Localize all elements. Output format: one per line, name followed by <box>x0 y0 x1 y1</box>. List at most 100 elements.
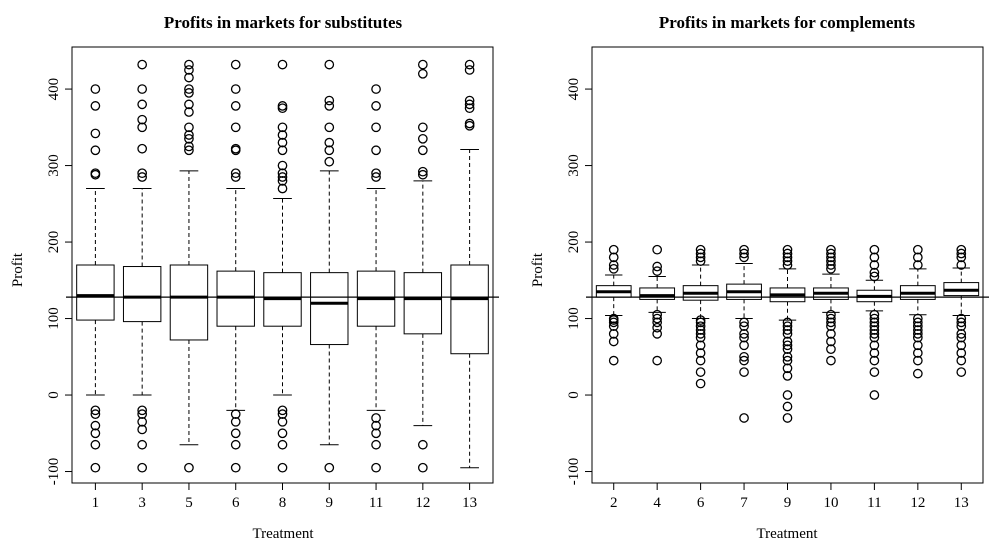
outlier-point <box>956 248 967 259</box>
outlier-point <box>417 145 428 156</box>
y-tick-label: 100 <box>566 307 582 330</box>
x-tick-label: 9 <box>784 495 792 511</box>
outlier-point <box>739 332 749 343</box>
outlier-point <box>137 122 148 133</box>
outlier-point <box>782 390 793 400</box>
outlier-point <box>912 317 923 328</box>
outlier-point <box>371 172 381 182</box>
outlier-point <box>184 72 194 83</box>
outlier-point <box>956 367 967 377</box>
outlier-point <box>417 439 428 450</box>
box-1 <box>76 84 115 473</box>
outlier-point <box>184 462 194 473</box>
outlier-point <box>137 172 148 182</box>
outlier-point <box>782 351 793 362</box>
outlier-point <box>652 313 663 324</box>
outlier-point <box>184 107 194 117</box>
outlier-point <box>782 256 793 267</box>
outlier-point <box>184 130 194 140</box>
outlier-point <box>782 244 793 255</box>
y-tick-label: 300 <box>46 154 62 177</box>
iqr-box <box>403 272 443 335</box>
outlier-point <box>371 101 381 111</box>
outlier-point <box>652 355 663 366</box>
outlier-point <box>184 88 194 98</box>
y-tick-label: 100 <box>46 307 62 330</box>
outlier-point <box>324 156 335 167</box>
outlier-point <box>695 355 706 366</box>
outlier-point <box>277 145 288 156</box>
outlier-point <box>782 321 793 332</box>
outlier-point <box>652 328 663 339</box>
outlier-point <box>230 172 241 182</box>
outlier-point <box>826 328 836 339</box>
outlier-point <box>695 348 706 358</box>
outlier-point <box>739 413 749 423</box>
outlier-point <box>417 166 428 177</box>
y-tick-label: -100 <box>566 458 582 486</box>
outlier-point <box>230 409 241 420</box>
box-7 <box>726 244 762 423</box>
outlier-point <box>277 405 288 416</box>
outlier-point <box>324 145 335 156</box>
x-tick-label: 3 <box>138 495 146 511</box>
outlier-point <box>277 137 288 148</box>
outlier-point <box>826 263 836 274</box>
outlier-point <box>956 328 967 339</box>
outlier-point <box>956 260 967 270</box>
y-axis-label: Profit <box>10 252 26 287</box>
outlier-point <box>90 405 101 416</box>
outlier-point <box>417 169 428 180</box>
outlier-point <box>956 355 967 366</box>
outlier-point <box>739 340 749 351</box>
outlier-point <box>230 416 241 427</box>
x-tick-label: 2 <box>610 495 618 511</box>
outlier-point <box>464 65 475 75</box>
outlier-point <box>230 168 241 179</box>
box-6 <box>682 244 719 389</box>
outlier-point <box>956 244 967 255</box>
x-tick-label: 4 <box>653 495 661 511</box>
box-11 <box>856 244 893 400</box>
outlier-point <box>826 244 836 255</box>
outlier-point <box>695 378 706 389</box>
outlier-point <box>90 439 101 450</box>
chart-title: Profits in markets for substitutes <box>164 13 403 32</box>
outlier-point <box>277 176 288 186</box>
outlier-point <box>90 101 101 111</box>
outlier-point <box>137 168 148 179</box>
outlier-point <box>608 328 619 339</box>
outlier-point <box>695 252 706 263</box>
iqr-box <box>76 264 115 321</box>
box-11 <box>356 84 396 473</box>
outlier-point <box>324 95 335 106</box>
outlier-point <box>277 409 288 420</box>
x-tick-label: 13 <box>462 495 477 511</box>
box-12 <box>899 244 936 379</box>
outlier-point <box>230 462 241 473</box>
outlier-point <box>137 84 148 94</box>
y-tick-label: 400 <box>566 78 582 101</box>
outlier-point <box>652 244 663 255</box>
outlier-point <box>782 328 793 339</box>
outlier-point <box>417 59 428 70</box>
outlier-point <box>277 101 288 111</box>
y-tick-label: 0 <box>46 391 62 399</box>
outlier-point <box>912 244 923 255</box>
box-2 <box>595 244 632 366</box>
outlier-point <box>739 367 749 377</box>
outlier-point <box>137 99 148 110</box>
outlier-point <box>652 266 663 276</box>
outlier-point <box>184 59 194 70</box>
y-tick-label: -100 <box>46 458 62 486</box>
outlier-point <box>782 336 793 347</box>
outlier-point <box>869 355 880 366</box>
outlier-point <box>782 317 793 328</box>
outlier-point <box>371 439 381 450</box>
outlier-point <box>90 420 101 431</box>
outlier-point <box>90 428 101 439</box>
outlier-point <box>184 65 194 75</box>
outlier-point <box>826 321 836 332</box>
y-tick-label: 0 <box>566 391 582 399</box>
